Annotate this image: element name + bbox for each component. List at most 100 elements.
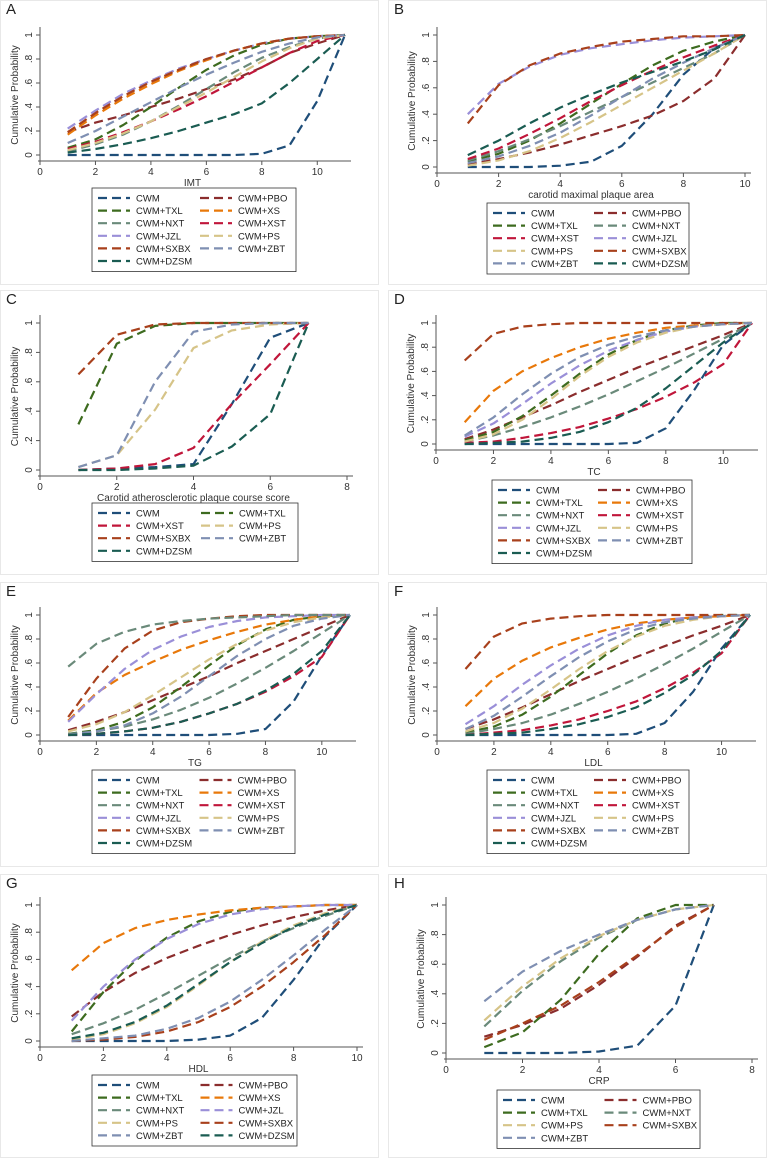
y-tick-label: .6 [24,658,35,667]
series-line-cwm-dzsm [78,322,310,472]
y-axis-label: Cumulative Probability [416,929,427,1029]
x-tick-label: 0 [37,1053,43,1064]
legend-entry: CWM [531,209,555,220]
y-tick-label: .8 [421,57,432,66]
legend-entry: CWM+SXBX [239,1118,294,1129]
legend-entry: CWM+NXT [536,511,584,522]
legend-entry: CWM+PS [632,813,674,824]
y-tick-label: .8 [420,343,431,352]
legend-entry: CWM+XST [531,234,579,245]
x-axis-label: TG [188,758,202,769]
y-axis-label: Cumulative Probability [10,923,21,1023]
legend-entry: CWM+PS [238,231,280,242]
x-tick-label: 8 [663,456,669,467]
legend-entry: CWM+DZSM [536,549,592,560]
y-tick-label: .4 [24,407,35,416]
legend-entry: CWM+PS [136,1118,178,1129]
legend-entry: CWM+PS [239,521,281,532]
legend-entry: CWM+ZBT [531,259,578,270]
y-tick-label: .2 [24,1009,35,1018]
x-axis-label: TC [587,467,600,478]
series-line-cwm-sxbx [483,904,715,1041]
x-tick-label: 0 [37,167,43,178]
series-line-cwm-nxt [465,614,751,735]
x-tick-label: 10 [316,747,328,758]
y-tick-label: 0 [430,1050,441,1056]
x-axis-label: Carotid atherosclerotic plaque course sc… [97,493,290,504]
legend-entry: CWM+ZBT [636,536,683,547]
y-tick-label: .4 [430,989,441,998]
y-tick-label: 1 [421,32,432,38]
series-line-cwm-sxbx [463,321,752,362]
legend-box [91,769,296,854]
y-tick-label: .4 [421,682,432,691]
series-line-cwm-sxbx [71,904,358,1043]
legend-entry: CWM+NXT [136,801,184,812]
legend-entry: CWM+JZL [536,523,581,534]
legend-entry: CWM+TXL [541,1108,588,1119]
x-axis-label: IMT [184,178,201,189]
legend-entry: CWM+PBO [238,194,287,205]
chart-panel-C: C 0 .2 .4 .6 .8 1 0 2 4 6 8 Carotid atherosclerotic … [0,290,379,575]
series-line-cwm-pbo [465,613,751,731]
series-line-cwm [78,321,309,472]
series-line-cwm-sxbx [67,33,346,134]
y-tick-label: 0 [24,1038,35,1044]
legend-box [486,202,690,275]
panel-letter: D [394,291,405,308]
legend-entry: CWM+TXL [531,788,578,799]
y-tick-label: .8 [430,930,441,939]
legend-entry: CWM+PBO [239,1081,288,1092]
x-tick-label: 10 [716,747,728,758]
x-tick-label: 8 [259,167,265,178]
x-tick-label: 8 [291,1053,297,1064]
legend-entry: CWM+TXL [239,509,286,520]
series-line-cwm-nxt [464,322,753,443]
series-line-cwm-dzsm [467,34,746,157]
series-line-cwm-dzsm [68,614,351,737]
series-line-cwm-ps [67,613,351,733]
series-line-cwm-xst [465,614,751,737]
legend-entry: CWM+SXBX [136,534,191,545]
y-tick-label: 1 [430,902,441,908]
legend-entry: CWM+DZSM [531,839,587,850]
legend-entry: CWM+XST [238,801,286,812]
legend-entry: CWM [536,486,560,497]
legend-entry: CWM+DZSM [239,1131,295,1142]
legend-entry: CWM+ZBT [238,826,285,837]
x-tick-label: 4 [150,747,156,758]
legend-entry: CWM+PS [238,813,280,824]
x-tick-label: 0 [37,747,43,758]
legend-entry: CWM+SXBX [643,1121,698,1132]
legend-entry: CWM+PS [541,1121,583,1132]
x-tick-label: 0 [433,456,439,467]
legend-entry: CWM+TXL [536,498,583,509]
legend-entry: CWM+XS [632,788,674,799]
legend-entry: CWM+JZL [239,1106,284,1117]
legend-entry: CWM+XST [636,511,684,522]
x-tick-label: 10 [718,456,730,467]
series-line-cwm-pbo [483,904,715,1038]
series-line-cwm-txl [483,903,714,1049]
y-tick-label: .2 [430,1019,441,1028]
y-tick-label: .6 [24,955,35,964]
y-tick-label: 0 [420,441,431,447]
series-line-cwm-ps [78,321,309,469]
legend-entry: CWM+SXBX [632,246,687,257]
x-tick-label: 2 [496,179,502,190]
legend-entry: CWM+TXL [136,788,183,799]
series-line-cwm-xst [467,33,746,161]
legend-entry: CWM+SXBX [136,826,191,837]
series-line-cwm-dzsm [67,34,346,154]
series-line-cwm-dzsm [465,614,751,737]
y-axis-label: Cumulative Probability [406,334,417,434]
series-line-cwm-sxbx [464,613,750,670]
x-tick-label: 8 [749,1065,755,1076]
legend-entry: CWM+ZBT [632,826,679,837]
x-tick-label: 6 [267,482,273,493]
series-line-cwm-sxbx [77,321,309,376]
legend-entry: CWM+NXT [136,219,184,230]
legend-entry: CWM+SXBX [136,244,191,255]
